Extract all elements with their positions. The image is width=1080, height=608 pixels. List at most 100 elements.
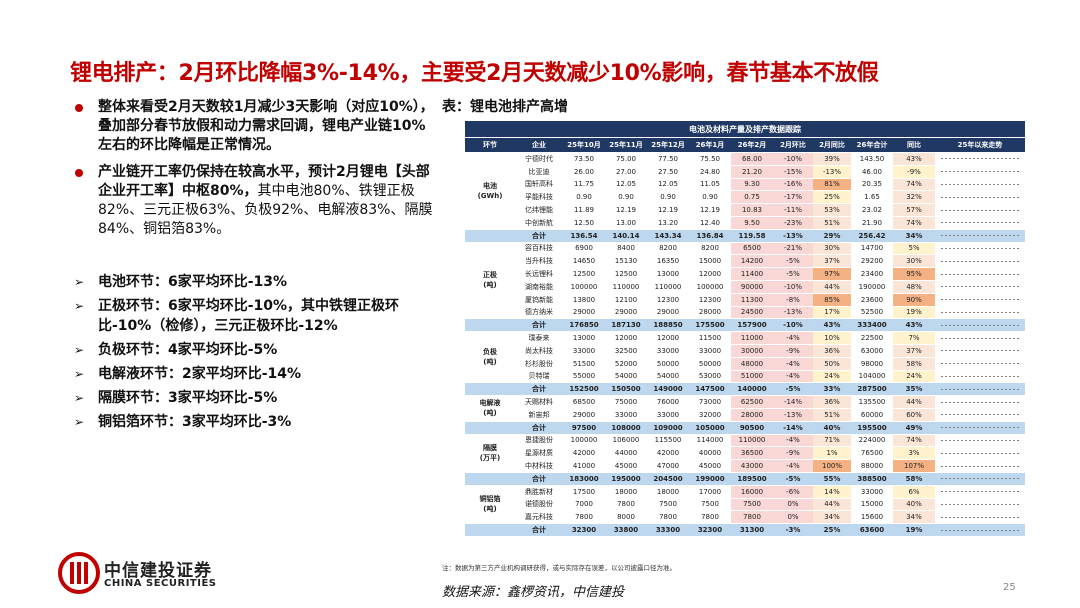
cell: 13.20 (647, 216, 689, 230)
cell: 50% (813, 357, 851, 371)
trend-line (941, 308, 1020, 317)
cell: 7500 (731, 498, 773, 512)
cell: -4% (773, 370, 813, 384)
cell: 17% (813, 306, 851, 320)
trend-line (941, 346, 1020, 355)
cell: 18000 (647, 485, 689, 499)
cell: 176850 (563, 318, 605, 333)
trend-line (941, 154, 1020, 163)
cell: 12.19 (689, 203, 731, 217)
cell: 22500 (851, 331, 893, 345)
trend-line (941, 231, 1020, 240)
cell: -11% (773, 203, 813, 217)
cell: 19% (893, 523, 935, 537)
trend-line (941, 295, 1020, 304)
trend-cell (935, 254, 1026, 269)
table-title: 电池及材料产量及排产数据跟踪 (465, 121, 1026, 138)
cell: 亿纬锂能 (515, 203, 563, 217)
cell: -21% (773, 242, 813, 256)
cell: 34% (813, 510, 851, 525)
cell: 52000 (605, 357, 647, 371)
cell: -10% (773, 318, 813, 333)
cell: 15600 (851, 510, 893, 525)
cell: 32300 (689, 523, 731, 537)
cell: 星源材质 (515, 446, 563, 461)
trend-cell (935, 152, 1026, 166)
cell: 90000 (731, 280, 773, 294)
cell: 90500 (731, 421, 773, 435)
cell: 合计 (515, 318, 563, 333)
logo-text-en: CHINA SECURITIES (104, 578, 217, 589)
segment-item: 负极环节：4家平均环比-5% (72, 340, 437, 360)
cell: -13% (773, 408, 813, 422)
cell: 42000 (563, 446, 605, 461)
data-row: 当升科技 14650 15130 16350 15000 14200 -5% 37% 29200… (465, 254, 1026, 269)
cell: 33300 (647, 523, 689, 537)
cell: -17% (773, 190, 813, 205)
cell: 24500 (731, 306, 773, 320)
trend-line (941, 500, 1020, 509)
column-header: 25年以来走势 (935, 137, 1026, 153)
cell: 90% (893, 293, 935, 307)
cell: 17500 (563, 485, 605, 499)
cell: 140000 (731, 382, 773, 397)
trend-line (941, 180, 1020, 189)
cell: 8200 (689, 242, 731, 256)
cell: 17000 (689, 485, 731, 499)
column-header: 25年12月 (647, 137, 689, 153)
column-header: 企业 (515, 137, 563, 153)
cell: 136.54 (563, 229, 605, 243)
cell: 0.75 (731, 190, 773, 205)
cell: 110000 (731, 434, 773, 448)
cell: 21.20 (731, 165, 773, 179)
cell: 73000 (689, 395, 731, 409)
cell: 152500 (563, 382, 605, 397)
cell: -4% (773, 357, 813, 371)
cell: 33000 (563, 344, 605, 358)
cell: 8200 (647, 242, 689, 256)
cell: 143.50 (851, 152, 893, 166)
cell: 98000 (851, 357, 893, 371)
cell: 43% (893, 318, 935, 333)
trend-cell (935, 267, 1026, 281)
cell: 33000 (605, 408, 647, 422)
cell: 33800 (605, 523, 647, 537)
cell: 74% (893, 178, 935, 192)
trend-cell (935, 242, 1026, 256)
cell: 75.50 (689, 152, 731, 166)
cell: -8% (773, 293, 813, 307)
cell: 29000 (647, 306, 689, 320)
trend-line (941, 257, 1020, 266)
group-unit: (吨) (483, 505, 497, 514)
cell: 33000 (647, 344, 689, 358)
cell: 16350 (647, 254, 689, 269)
cell: 13000 (563, 331, 605, 345)
bullet-text: 其中电池80%、铁锂正极82%、三元正极63%、负极92%、电解液83%、隔膜8… (98, 183, 433, 237)
cell: 54000 (605, 370, 647, 384)
total-row: 合计 97500 108000 109000 105000 90500 -14% 40% 195… (465, 421, 1026, 435)
cell: 75.00 (605, 152, 647, 166)
cell: -5% (773, 254, 813, 269)
cell: 恩捷股份 (515, 434, 563, 448)
cell: 13.00 (605, 216, 647, 230)
trend-line (941, 487, 1020, 496)
cell: 224000 (851, 434, 893, 448)
blank-cell (465, 523, 515, 537)
column-header: 26年2月 (731, 137, 773, 153)
data-row: 厦钨新能 13800 12100 12300 12300 11300 -8% 85% 23600… (465, 293, 1026, 307)
cell: 74% (893, 434, 935, 448)
cell: 68.00 (731, 152, 773, 166)
cell: 51000 (731, 370, 773, 384)
trend-cell (935, 318, 1026, 333)
cell: 贝特瑞 (515, 370, 563, 384)
cell: 40% (893, 498, 935, 512)
cell: 63000 (851, 344, 893, 358)
trend-cell (935, 331, 1026, 345)
trend-line (941, 462, 1020, 471)
segment-list: 电池环节：6家平均环比-13% 正极环节：6家平均环比-10%，其中铁锂正极环比-… (72, 272, 437, 436)
column-header: 26年合计 (851, 137, 893, 153)
cell: 25% (813, 523, 851, 537)
cell: 29% (813, 229, 851, 243)
trend-cell (935, 485, 1026, 499)
cell: 73.50 (563, 152, 605, 166)
